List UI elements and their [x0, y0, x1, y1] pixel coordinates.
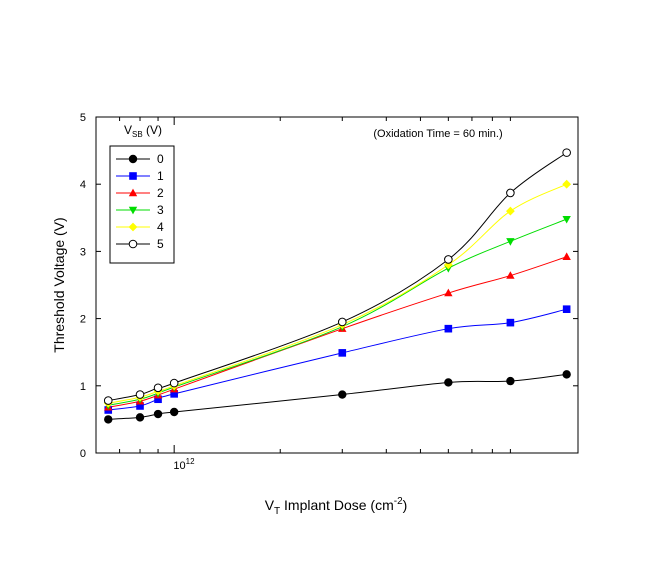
- legend-label-1: 1: [157, 169, 164, 183]
- data-point-series-4: [505, 206, 515, 216]
- data-point-series-0: [153, 409, 163, 419]
- data-point-series-5: [506, 188, 515, 198]
- y-tick-label: 2: [80, 314, 86, 326]
- data-point-series-1: [136, 402, 144, 410]
- legend-marker-0: [128, 154, 138, 164]
- legend-marker-5: [128, 239, 138, 249]
- y-axis-label: Threshold Voltage (V): [51, 217, 67, 352]
- data-point-series-0: [338, 390, 347, 399]
- legend-box: [109, 145, 175, 264]
- legend-label-2: 2: [157, 186, 164, 200]
- y-tick-label: 3: [80, 246, 86, 258]
- y-tick-label: 4: [80, 179, 86, 191]
- x-axis: [119, 117, 511, 453]
- data-point-series-0: [135, 413, 145, 422]
- legend-marker-4: [128, 222, 138, 232]
- y-tick-label: 0: [80, 448, 86, 460]
- annotation-oxidation-time: (Oxidation Time = 60 min.): [373, 128, 502, 140]
- y-tick-label: 1: [80, 381, 86, 393]
- y-axis: 0 1 2 3 4 5: [80, 112, 578, 460]
- y-tick-label: 5: [80, 112, 86, 124]
- data-point-series-0: [506, 376, 515, 386]
- data-point-series-5: [153, 383, 163, 393]
- legend-label-5: 5: [157, 237, 164, 251]
- data-point-series-5: [562, 148, 571, 157]
- plot-frame: [95, 116, 579, 454]
- legend-label-0: 0: [157, 152, 164, 166]
- data-point-series-0: [562, 370, 571, 379]
- data-point-series-1: [170, 390, 178, 398]
- data-point-series-4: [562, 179, 572, 189]
- legend-marker-2: [128, 188, 138, 197]
- data-point-series-5: [337, 317, 347, 327]
- data-point-series-1: [444, 324, 453, 333]
- x-tick-label-1e12: 1012: [173, 457, 195, 472]
- legend-marker-1: [129, 172, 137, 180]
- legend-title: VSB (V): [124, 123, 162, 139]
- data-point-series-5: [103, 396, 113, 405]
- data-point-series-3: [562, 215, 571, 224]
- series-markers: [103, 148, 572, 424]
- data-point-series-1: [154, 395, 162, 404]
- x-axis-label: VT Implant Dose (cm-2): [265, 496, 408, 517]
- data-point-series-0: [169, 407, 179, 417]
- data-point-series-1: [562, 305, 571, 313]
- series-line-0: [108, 373, 567, 420]
- data-point-series-0: [104, 415, 113, 424]
- data-point-series-1: [338, 349, 347, 357]
- legend-label-4: 4: [157, 220, 164, 234]
- data-point-series-1: [506, 318, 515, 327]
- legend: 0 1 2 3 4 5: [116, 152, 164, 251]
- data-point-series-5: [135, 390, 145, 399]
- legend-marker-3: [128, 206, 138, 215]
- series-line-4: [108, 183, 567, 404]
- data-point-series-5: [169, 378, 179, 388]
- series-line-3: [108, 218, 567, 406]
- data-point-series-0: [444, 378, 453, 387]
- data-point-series-3: [506, 238, 515, 246]
- series-lines: [108, 152, 567, 420]
- legend-label-3: 3: [157, 203, 164, 217]
- data-point-series-2: [562, 252, 571, 260]
- data-point-series-5: [444, 255, 453, 264]
- data-point-series-2: [506, 271, 515, 279]
- series-line-1: [108, 308, 567, 411]
- series-line-5: [108, 152, 567, 402]
- data-point-series-2: [444, 288, 453, 297]
